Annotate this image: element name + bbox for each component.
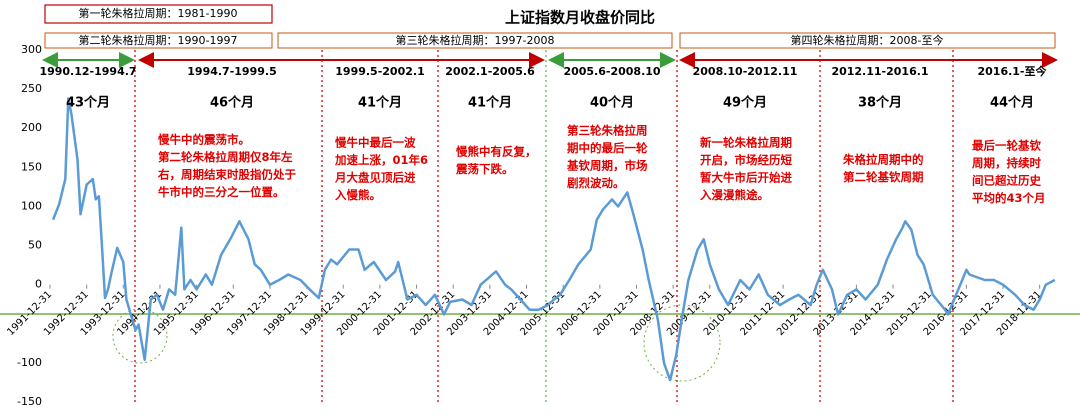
annotation: 暂大牛市后开始进 bbox=[700, 171, 792, 185]
annotation: 新一轮朱格拉周期 bbox=[700, 136, 792, 150]
cycle-label: 第四轮朱格拉周期：2008-至今 bbox=[791, 33, 944, 47]
phase-duration: 44个月 bbox=[990, 95, 1034, 111]
phase-label: 2008.10-2012.11 bbox=[693, 65, 798, 78]
chart-title: 上证指数月收盘价同比 bbox=[505, 9, 655, 27]
annotation: 慢熊中有反复， bbox=[456, 145, 537, 159]
phase-label: 1994.7-1999.5 bbox=[187, 65, 276, 78]
annotation: 加速上涨，01年6 bbox=[334, 153, 428, 167]
annotation: 震荡下跌。 bbox=[455, 162, 514, 176]
annotation: 慢牛中最后一波 bbox=[335, 136, 416, 150]
phase-label: 2005.6-2008.10 bbox=[563, 65, 660, 78]
annotation: 第二轮基钦周期 bbox=[843, 170, 924, 184]
annotation: 慢牛中的震荡市。 bbox=[158, 133, 250, 147]
annotation: 第二轮朱格拉周期仅8年左 bbox=[158, 150, 293, 164]
annotation: 右，周期结束时股指仍处于 bbox=[157, 168, 296, 182]
annotation: 第三轮朱格拉周 bbox=[567, 124, 648, 138]
annotation: 间已超过历史 bbox=[972, 174, 1041, 188]
annotation: 牛市中的三分之一位置。 bbox=[158, 185, 285, 199]
data-line bbox=[51, 97, 1056, 382]
phase-duration: 43个月 bbox=[66, 95, 110, 111]
y-tick-label: 250 bbox=[21, 82, 42, 95]
phase-duration: 41个月 bbox=[358, 95, 402, 111]
y-tick-label: 150 bbox=[21, 160, 42, 173]
phase-label: 2002.1-2005.6 bbox=[445, 65, 535, 78]
y-tick-label: 300 bbox=[21, 43, 42, 56]
phase-label: 2016.1-至今 bbox=[977, 64, 1047, 78]
cycle-box bbox=[44, 4, 273, 24]
annotation: 最后一轮基钦 bbox=[972, 139, 1041, 153]
cycle-box bbox=[44, 32, 273, 49]
annotation: 月大盘见顶后进 bbox=[334, 171, 416, 185]
cycle-box bbox=[277, 32, 673, 49]
cycle-label: 第三轮朱格拉周期：1997-2008 bbox=[396, 33, 555, 47]
y-tick-label: 0 bbox=[35, 278, 42, 291]
annotation: 入慢熊。 bbox=[335, 188, 381, 202]
annotation: 期中的最后一轮 bbox=[567, 141, 648, 155]
phase-duration: 38个月 bbox=[858, 95, 902, 111]
y-tick-label: 100 bbox=[21, 199, 42, 212]
phase-label: 2012.11-2016.1 bbox=[831, 65, 928, 78]
phase-label: 1990.12-1994.7 bbox=[39, 65, 136, 78]
annotation: 开启，市场经历短 bbox=[700, 153, 792, 167]
annotation: 剧烈波动。 bbox=[567, 176, 625, 190]
y-tick-label: -150 bbox=[17, 395, 42, 408]
y-tick-label: 200 bbox=[21, 121, 42, 134]
cycle-label: 第二轮朱格拉周期：1990-1997 bbox=[79, 33, 238, 47]
phase-duration: 41个月 bbox=[468, 95, 512, 111]
phase-duration: 49个月 bbox=[723, 95, 767, 111]
annotation: 基钦周期，市场 bbox=[566, 159, 648, 173]
phase-label: 1999.5-2002.1 bbox=[335, 65, 424, 78]
cycle-label: 第一轮朱格拉周期：1981-1990 bbox=[79, 6, 238, 20]
annotation: 平均的43个月 bbox=[972, 191, 1046, 205]
annotation: 入漫漫熊途。 bbox=[700, 188, 769, 202]
highlight-circle bbox=[643, 304, 721, 382]
cycle-box bbox=[679, 32, 1056, 49]
phase-duration: 40个月 bbox=[590, 95, 634, 111]
annotation: 朱格拉周期中的 bbox=[842, 153, 924, 167]
y-tick-label: 50 bbox=[28, 239, 42, 252]
annotation: 周期，持续时 bbox=[972, 156, 1041, 170]
y-tick-label: -100 bbox=[17, 356, 42, 369]
phase-duration: 46个月 bbox=[210, 95, 254, 111]
highlight-circle bbox=[112, 308, 168, 364]
